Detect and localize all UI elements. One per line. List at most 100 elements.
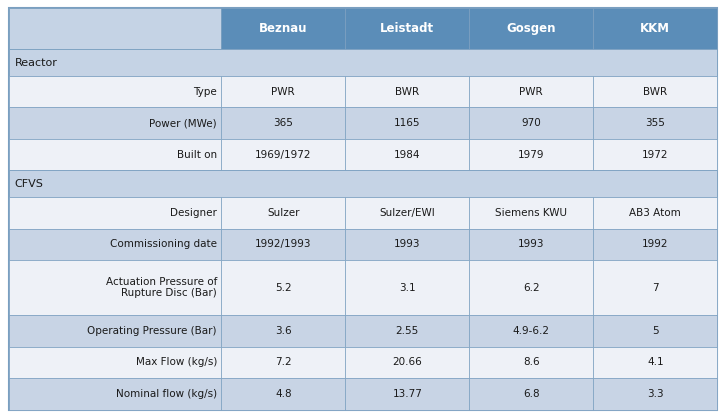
Text: Siemens KWU: Siemens KWU	[495, 208, 567, 218]
Text: 1969/1972: 1969/1972	[255, 150, 311, 160]
Text: 3.1: 3.1	[399, 283, 415, 293]
Text: 1992/1993: 1992/1993	[255, 240, 311, 250]
Bar	[593, 315, 717, 347]
Text: Gosgen: Gosgen	[507, 22, 556, 35]
Text: BWR: BWR	[643, 87, 667, 97]
Bar	[9, 378, 221, 410]
Bar	[9, 315, 221, 347]
Text: 4.1: 4.1	[647, 357, 664, 367]
Bar	[221, 76, 346, 107]
Text: 970: 970	[521, 118, 541, 128]
Text: 5.2: 5.2	[275, 283, 292, 293]
Bar	[221, 347, 346, 378]
Text: Designer: Designer	[170, 208, 217, 218]
Bar	[469, 76, 593, 107]
Bar	[346, 76, 469, 107]
Bar	[593, 260, 717, 315]
Bar	[346, 197, 469, 229]
Text: 20.66: 20.66	[393, 357, 422, 367]
Text: 4.9-6.2: 4.9-6.2	[513, 326, 550, 336]
Bar	[469, 8, 593, 49]
Bar	[221, 8, 346, 49]
Bar	[346, 229, 469, 260]
Text: 7.2: 7.2	[275, 357, 292, 367]
Bar	[593, 197, 717, 229]
Text: AB3 Atom: AB3 Atom	[629, 208, 681, 218]
Bar	[593, 8, 717, 49]
Bar	[9, 8, 221, 49]
Bar	[469, 347, 593, 378]
Text: 1992: 1992	[642, 240, 669, 250]
Text: PWR: PWR	[272, 87, 295, 97]
Bar	[593, 76, 717, 107]
Text: PWR: PWR	[520, 87, 543, 97]
Text: BWR: BWR	[395, 87, 420, 97]
Text: 3.3: 3.3	[647, 389, 664, 399]
Text: Reactor: Reactor	[15, 58, 57, 68]
Bar	[469, 197, 593, 229]
Bar	[221, 229, 346, 260]
Text: 5: 5	[652, 326, 658, 336]
Bar	[593, 229, 717, 260]
Bar	[221, 315, 346, 347]
Bar	[9, 171, 717, 197]
Bar	[469, 378, 593, 410]
Text: 1979: 1979	[518, 150, 544, 160]
Bar	[346, 347, 469, 378]
Text: 4.8: 4.8	[275, 389, 292, 399]
Text: Built on: Built on	[177, 150, 217, 160]
Text: 1972: 1972	[642, 150, 669, 160]
Text: 1993: 1993	[518, 240, 544, 250]
Bar	[9, 197, 221, 229]
Bar	[9, 76, 221, 107]
Bar	[9, 229, 221, 260]
Bar	[221, 378, 346, 410]
Bar	[346, 107, 469, 139]
Text: Type: Type	[193, 87, 217, 97]
Text: 3.6: 3.6	[275, 326, 292, 336]
Bar	[9, 107, 221, 139]
Bar	[9, 260, 221, 315]
Text: KKM: KKM	[640, 22, 670, 35]
Bar	[469, 315, 593, 347]
Text: Beznau: Beznau	[259, 22, 308, 35]
Bar	[9, 347, 221, 378]
Text: 13.77: 13.77	[392, 389, 423, 399]
Bar	[593, 347, 717, 378]
Bar	[593, 139, 717, 171]
Text: 355: 355	[645, 118, 665, 128]
Bar	[221, 197, 346, 229]
Bar	[346, 139, 469, 171]
Bar	[9, 49, 717, 76]
Bar	[469, 139, 593, 171]
Text: Power (MWe): Power (MWe)	[150, 118, 217, 128]
Bar	[346, 315, 469, 347]
Bar	[9, 139, 221, 171]
Text: Max Flow (kg/s): Max Flow (kg/s)	[136, 357, 217, 367]
Bar	[346, 8, 469, 49]
Text: 1993: 1993	[394, 240, 420, 250]
Text: 6.2: 6.2	[523, 283, 539, 293]
Text: CFVS: CFVS	[15, 179, 44, 189]
Bar	[469, 107, 593, 139]
Text: 8.6: 8.6	[523, 357, 539, 367]
Text: 1165: 1165	[394, 118, 420, 128]
Bar	[469, 229, 593, 260]
Text: Sulzer: Sulzer	[267, 208, 300, 218]
Bar	[221, 139, 346, 171]
Text: 365: 365	[274, 118, 293, 128]
Text: 7: 7	[652, 283, 658, 293]
Text: 6.8: 6.8	[523, 389, 539, 399]
Bar	[593, 107, 717, 139]
Text: 1984: 1984	[394, 150, 420, 160]
Bar	[221, 107, 346, 139]
Text: Commissioning date: Commissioning date	[110, 240, 217, 250]
Bar	[469, 260, 593, 315]
Text: Actuation Pressure of
Rupture Disc (Bar): Actuation Pressure of Rupture Disc (Bar)	[105, 277, 217, 298]
Text: Nominal flow (kg/s): Nominal flow (kg/s)	[116, 389, 217, 399]
Bar	[346, 260, 469, 315]
Bar	[221, 260, 346, 315]
Text: Operating Pressure (Bar): Operating Pressure (Bar)	[87, 326, 217, 336]
Text: 2.55: 2.55	[396, 326, 419, 336]
Text: Leistadt: Leistadt	[380, 22, 434, 35]
